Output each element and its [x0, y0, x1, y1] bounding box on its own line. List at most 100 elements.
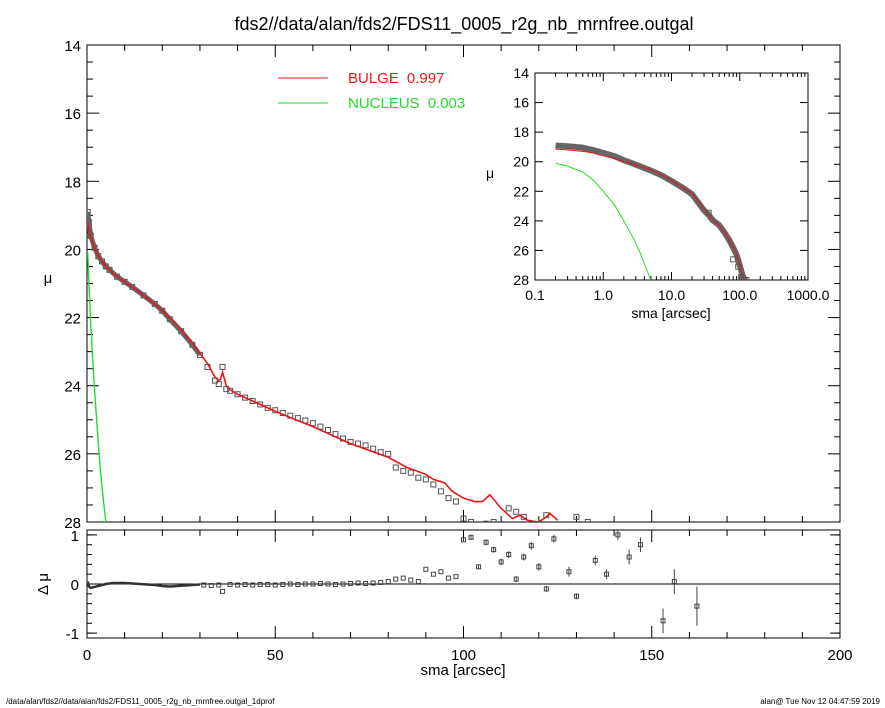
inset-y-tick-label: 24	[513, 213, 529, 229]
main-y-tick-label: 18	[64, 174, 81, 191]
residual-data-point	[476, 564, 482, 570]
residual-data-point	[355, 580, 361, 586]
residual-data-point	[332, 581, 338, 587]
residual-data-point	[423, 566, 429, 572]
residual-data-point	[438, 569, 444, 575]
residual-data-point	[513, 576, 519, 582]
residual-y-ticks: -1 0 1	[66, 528, 840, 643]
residual-data-point	[317, 581, 323, 587]
residual-data-point	[235, 582, 241, 588]
main-data-point	[437, 488, 444, 495]
inset-series-line-bulge	[555, 148, 746, 280]
main-y-tick-label: 16	[64, 106, 81, 123]
inset-plot-frame	[534, 72, 809, 281]
legend-bulge-value: 0.997	[407, 70, 445, 87]
residual-data-point	[415, 579, 421, 585]
inset-x-label: sma [arcsec]	[631, 305, 710, 321]
footer-left: /data/alan/fds2//data/alan/fds2/FDS11_00…	[6, 697, 275, 706]
residual-y-tick-label: 1	[71, 528, 79, 545]
residual-data-point	[208, 582, 214, 588]
residual-data-point	[250, 582, 256, 588]
main-data-point	[362, 442, 369, 449]
residual-x-tick-label: 200	[827, 647, 852, 664]
residual-data-point	[370, 580, 376, 586]
main-data-point	[249, 398, 256, 405]
residual-plot: -101 0 50 100 150 200 Δ μ sma [arcsec]	[35, 528, 853, 679]
residual-data-point	[363, 581, 369, 587]
residual-data-point	[242, 581, 248, 587]
page-title: fds2//data/alan/fds2/FDS11_0005_r2g_nb_m…	[235, 14, 694, 35]
residual-data-point	[201, 582, 207, 588]
inset-x-tick-label: 1000.0	[787, 287, 830, 303]
residual-data-point	[626, 554, 632, 560]
main-data-point	[452, 498, 459, 505]
main-data-point	[513, 508, 520, 515]
main-series	[87, 208, 591, 522]
residual-data-point	[400, 575, 406, 581]
residual-data-point	[573, 593, 579, 599]
residual-data-point	[302, 581, 308, 587]
residual-x-ticks: 0 50 100 150 200	[83, 530, 853, 664]
legend-nucleus-name: NUCLEUS	[348, 95, 420, 112]
main-y-tick-label: 20	[64, 242, 81, 259]
residual-data-point	[536, 564, 542, 570]
residual-data-point	[310, 581, 316, 587]
residual-data-point	[660, 618, 666, 624]
residual-data-point	[498, 559, 504, 565]
legend-nucleus-value: 0.003	[428, 95, 466, 112]
legend-label-bulge: BULGE 0.997	[348, 70, 444, 87]
residual-x-tick-label: 150	[639, 647, 664, 664]
inset-y-tick-label: 16	[513, 95, 529, 111]
residual-data-point	[604, 571, 610, 577]
main-data-point	[460, 515, 467, 522]
inset-data-band	[555, 142, 748, 280]
residual-data-point	[592, 557, 598, 563]
main-data-point	[257, 401, 264, 408]
inset-y-label: μ	[486, 165, 494, 181]
inset-plot: 14 16 18 20 22 24 26 28 0.1 1.0 10.0 100.0 1000.0 μ…	[486, 65, 830, 321]
main-data-point	[445, 495, 452, 502]
legend: BULGE 0.997 NUCLEUS 0.003	[278, 70, 465, 112]
residual-data-point	[340, 581, 346, 587]
inset-series-group	[555, 142, 750, 280]
inset-x-tick-label: 1.0	[594, 287, 614, 303]
residual-data-point	[220, 588, 226, 594]
inset-x-ticks: 0.1 1.0 10.0 100.0 1000.0	[525, 73, 830, 303]
residual-data-point	[551, 536, 557, 542]
inset-x-tick-label: 100.0	[722, 287, 757, 303]
main-data-point	[422, 476, 429, 483]
residual-data-point	[461, 537, 466, 543]
inset-y-ticks: 14 16 18 20 22 24 26 28	[513, 65, 808, 288]
residual-x-tick-label: 50	[267, 647, 284, 664]
residual-data-point	[521, 554, 527, 560]
inset-data-point	[743, 277, 750, 280]
main-y-tick-label: 28	[64, 515, 81, 532]
residual-data-point	[671, 579, 677, 585]
residual-data-point	[506, 552, 512, 558]
residual-series	[86, 530, 840, 634]
main-data-point	[385, 450, 392, 457]
residual-data-point	[543, 586, 549, 592]
inset-data-point	[730, 256, 737, 263]
main-y-tick-label: 22	[64, 311, 81, 328]
inset-y-tick-label: 26	[513, 242, 529, 258]
main-series-line-bulge	[87, 222, 559, 522]
residual-data-point	[468, 534, 474, 540]
residual-data-point	[385, 579, 391, 585]
main-data-point	[573, 513, 580, 520]
residual-data-point	[566, 569, 572, 575]
inset-data-point	[735, 263, 742, 270]
main-y-label: μ	[44, 270, 53, 287]
inset-y-tick-label: 14	[513, 65, 529, 81]
residual-data-point	[430, 571, 436, 577]
main-data-point	[392, 464, 399, 471]
residual-data-point	[257, 581, 263, 587]
residual-data-point	[393, 576, 399, 582]
residual-inner-line	[86, 581, 201, 590]
main-series-group	[87, 208, 591, 522]
main-data-point	[400, 467, 407, 474]
inset-y-tick-label: 28	[513, 272, 529, 288]
inset-series	[555, 142, 750, 280]
main-y-tick-label: 24	[64, 379, 81, 396]
inset-x-tick-label: 10.0	[658, 287, 685, 303]
